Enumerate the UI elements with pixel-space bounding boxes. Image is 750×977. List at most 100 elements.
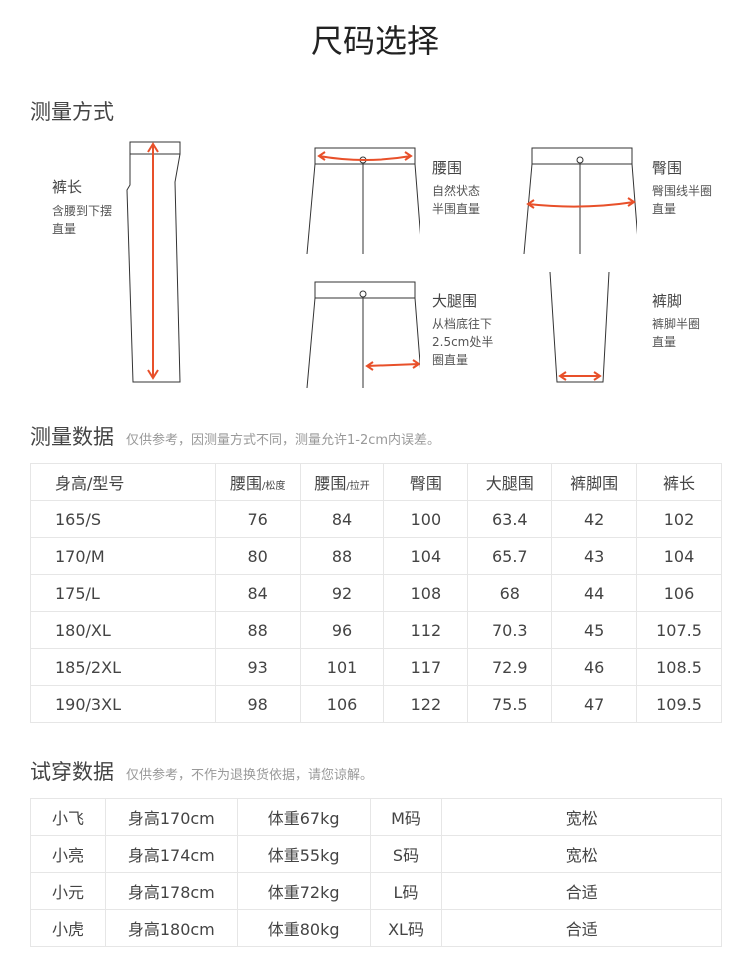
table-row: 175/L 84 92 108 68 44 106 bbox=[30, 574, 722, 612]
table-cell: 身高180cm bbox=[104, 909, 238, 947]
table-cell: 身高174cm bbox=[104, 835, 238, 873]
try-table-heading: 试穿数据 仅供参考，不作为退换货依据，请您谅解。 bbox=[30, 760, 374, 784]
table-row: 小虎 身高180cm 体重80kg XL码 合适 bbox=[30, 909, 722, 947]
table-row: 170/M 80 88 104 65.7 43 104 bbox=[30, 537, 722, 575]
measure-method-heading: 测量方式 bbox=[30, 100, 114, 124]
desc-hip: 臀围线半圈 直量 bbox=[652, 184, 713, 216]
table-cell: 84 bbox=[214, 574, 301, 612]
pants-length-illustration bbox=[126, 141, 181, 383]
table-cell: 体重72kg bbox=[236, 872, 371, 910]
label-thigh: 大腿围 bbox=[432, 292, 478, 310]
table-cell: M码 bbox=[369, 798, 443, 836]
table-row: 180/XL 88 96 112 70.3 45 107.5 bbox=[30, 611, 722, 649]
table-row: 185/2XL 93 101 117 72.9 46 108.5 bbox=[30, 648, 722, 686]
table-cell: 98 bbox=[214, 685, 301, 723]
table-cell: 102 bbox=[636, 500, 722, 538]
desc-hem: 裤脚半圈 直量 bbox=[652, 317, 701, 349]
table-cell: 104 bbox=[636, 537, 722, 575]
table-cell: 合适 bbox=[441, 872, 722, 910]
size-table-heading: 测量数据 仅供参考，因测量方式不同，测量允许1-2cm内误差。 bbox=[30, 425, 441, 449]
table-cell: 93 bbox=[214, 648, 301, 686]
header-cell: 身高/型号 bbox=[30, 463, 216, 501]
table-cell: 合适 bbox=[441, 909, 722, 947]
table-cell: 宽松 bbox=[441, 798, 722, 836]
table-cell: 65.7 bbox=[467, 537, 553, 575]
table-row: 190/3XL 98 106 122 75.5 47 109.5 bbox=[30, 685, 722, 723]
header-cell: 腰围/拉开 bbox=[299, 463, 385, 501]
table-cell: 180/XL bbox=[30, 611, 216, 649]
table-cell: 80 bbox=[214, 537, 301, 575]
header-cell: 大腿围 bbox=[467, 463, 553, 501]
table-row: 小亮 身高174cm 体重55kg S码 宽松 bbox=[30, 835, 722, 873]
table-cell: 63.4 bbox=[467, 500, 553, 538]
table-cell: L码 bbox=[369, 872, 443, 910]
table-cell: 92 bbox=[299, 574, 385, 612]
page-title: 尺码选择 bbox=[310, 22, 439, 60]
table-cell: 小元 bbox=[30, 872, 106, 910]
table-row: 小飞 身高170cm 体重67kg M码 宽松 bbox=[30, 798, 722, 836]
table-cell: 84 bbox=[299, 500, 385, 538]
table-cell: 106 bbox=[636, 574, 722, 612]
table-cell: 88 bbox=[214, 611, 301, 649]
label-length: 裤长 bbox=[52, 178, 83, 196]
table-cell: 104 bbox=[383, 537, 469, 575]
desc-waist: 自然状态 半围直量 bbox=[432, 184, 481, 216]
header-cell: 裤长 bbox=[636, 463, 722, 501]
table-cell: 190/3XL bbox=[30, 685, 216, 723]
table-cell: S码 bbox=[369, 835, 443, 873]
table-cell: 72.9 bbox=[467, 648, 553, 686]
table-cell: 108.5 bbox=[636, 648, 722, 686]
table-cell: 122 bbox=[383, 685, 469, 723]
table-cell: 185/2XL bbox=[30, 648, 216, 686]
label-hip: 臀围 bbox=[652, 159, 683, 177]
try-on-table: 小飞 身高170cm 体重67kg M码 宽松 小亮 身高174cm 体重55kg S码 宽松 小元… bbox=[30, 798, 722, 947]
table-cell: 106 bbox=[299, 685, 385, 723]
table-cell: 42 bbox=[551, 500, 638, 538]
table-cell: 175/L bbox=[30, 574, 216, 612]
header-cell: 裤脚围 bbox=[551, 463, 638, 501]
table-cell: 体重67kg bbox=[236, 798, 371, 836]
size-table: 身高/型号 腰围/松度 腰围/拉开 臀围 大腿围 裤脚围 裤长 165/S 76 8… bbox=[30, 463, 722, 723]
table-cell: 44 bbox=[551, 574, 638, 612]
table-row: 小元 身高178cm 体重72kg L码 合适 bbox=[30, 872, 722, 910]
table-cell: 88 bbox=[299, 537, 385, 575]
thigh-illustration bbox=[306, 281, 420, 388]
label-waist: 腰围 bbox=[432, 159, 463, 177]
table-cell: 体重55kg bbox=[236, 835, 371, 873]
table-cell: 101 bbox=[299, 648, 385, 686]
table-cell: 112 bbox=[383, 611, 469, 649]
table-cell: 100 bbox=[383, 500, 469, 538]
table-cell: 170/M bbox=[30, 537, 216, 575]
table-cell: 70.3 bbox=[467, 611, 553, 649]
header-cell: 臀围 bbox=[383, 463, 469, 501]
table-cell: 小飞 bbox=[30, 798, 106, 836]
table-cell: 小亮 bbox=[30, 835, 106, 873]
waist-illustration bbox=[306, 147, 420, 254]
hip-illustration bbox=[523, 147, 637, 254]
table-cell: 43 bbox=[551, 537, 638, 575]
table-cell: 107.5 bbox=[636, 611, 722, 649]
table-cell: 身高178cm bbox=[104, 872, 238, 910]
table-cell: 宽松 bbox=[441, 835, 722, 873]
desc-length: 含腰到下摆 直量 bbox=[52, 204, 113, 236]
table-row: 165/S 76 84 100 63.4 42 102 bbox=[30, 500, 722, 538]
table-cell: 体重80kg bbox=[236, 909, 371, 947]
table-header-row: 身高/型号 腰围/松度 腰围/拉开 臀围 大腿围 裤脚围 裤长 bbox=[30, 463, 722, 501]
table-cell: 小虎 bbox=[30, 909, 106, 947]
table-cell: 75.5 bbox=[467, 685, 553, 723]
table-cell: 45 bbox=[551, 611, 638, 649]
table-cell: 身高170cm bbox=[104, 798, 238, 836]
table-cell: 165/S bbox=[30, 500, 216, 538]
label-hem: 裤脚 bbox=[652, 292, 683, 310]
table-cell: XL码 bbox=[369, 909, 443, 947]
table-cell: 68 bbox=[467, 574, 553, 612]
desc-thigh: 从档底往下 2.5cm处半 圈直量 bbox=[432, 317, 494, 367]
table-cell: 96 bbox=[299, 611, 385, 649]
header-cell: 腰围/松度 bbox=[214, 463, 301, 501]
table-cell: 117 bbox=[383, 648, 469, 686]
table-cell: 76 bbox=[214, 500, 301, 538]
table-cell: 47 bbox=[551, 685, 638, 723]
hem-illustration bbox=[549, 272, 610, 383]
table-cell: 108 bbox=[383, 574, 469, 612]
